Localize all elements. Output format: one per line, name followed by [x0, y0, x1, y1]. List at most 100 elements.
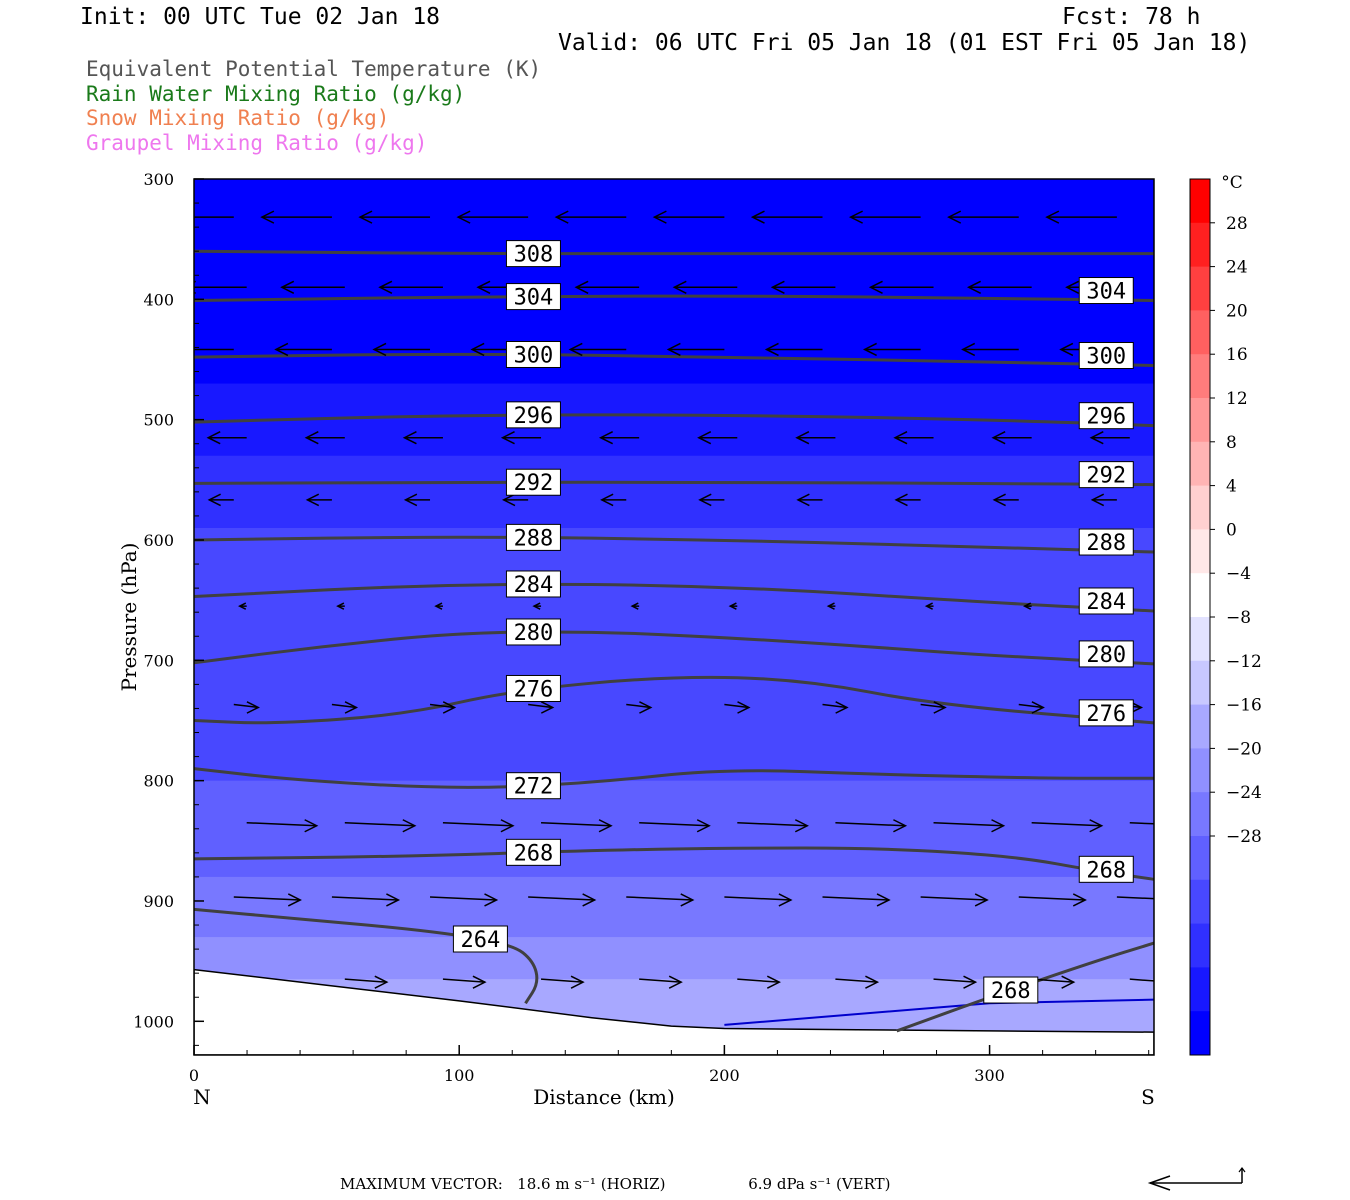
- wind-arrowhead: [992, 493, 1006, 507]
- max-vector-horiz: 18.6 m s⁻¹ (HORIZ): [517, 1175, 666, 1193]
- wind-vector: [528, 893, 597, 907]
- contour-label: 304: [1078, 277, 1134, 305]
- contour-label: 268: [1078, 855, 1134, 883]
- wind-vector: [1129, 821, 1154, 825]
- wind-arrowhead: [386, 893, 401, 907]
- wind-vector: [933, 975, 978, 989]
- wind-vector: [795, 431, 836, 445]
- temperature-band: [194, 660, 1154, 782]
- wind-vector: [698, 493, 725, 507]
- wind-shaft: [822, 703, 848, 709]
- contour-label-box: [1078, 277, 1134, 305]
- wind-arrowhead: [274, 342, 289, 357]
- terrain-polygon: [194, 968, 1154, 1055]
- contour-label: 292: [505, 468, 561, 496]
- wind-arrowhead: [238, 602, 247, 610]
- y-tick-label: 500: [143, 411, 174, 430]
- wind-arrowhead: [876, 893, 891, 907]
- contour-label-box: [1078, 855, 1134, 883]
- wind-vector: [1045, 210, 1117, 224]
- wind-vector: [305, 493, 332, 507]
- wind-shaft: [835, 978, 878, 983]
- contour-label-box: [1078, 528, 1134, 556]
- wind-vector: [429, 701, 457, 714]
- wind-vector: [358, 210, 431, 224]
- wind-arrowhead: [246, 701, 260, 714]
- colorbar-tick-label: 0: [1226, 520, 1237, 540]
- wind-vector: [402, 431, 443, 445]
- wind-arrowhead: [434, 602, 443, 610]
- wind-arrowhead: [974, 893, 989, 907]
- wind-vector: [630, 602, 640, 610]
- wind-arrowhead: [442, 701, 457, 714]
- colorbar-swatch: [1190, 748, 1210, 793]
- wind-shaft: [344, 978, 387, 983]
- wind-arrowhead: [1045, 210, 1060, 224]
- wind-arrowhead: [570, 975, 585, 989]
- wind-arrowhead: [344, 701, 359, 714]
- colorbar-tick-label: 16: [1226, 345, 1248, 365]
- colorbar-swatch: [1190, 354, 1210, 399]
- x-tick-label: 100: [444, 1066, 475, 1085]
- wind-shaft: [639, 821, 710, 827]
- colorbar-tick-label: 4: [1226, 477, 1237, 497]
- wind-arrowhead: [750, 210, 765, 224]
- wind-arrowhead: [991, 819, 1006, 833]
- wind-arrowhead: [652, 210, 667, 224]
- wind-arrowhead: [164, 211, 176, 223]
- wind-shaft: [528, 896, 595, 901]
- wind-arrowhead: [305, 493, 320, 507]
- wind-vector: [403, 493, 431, 507]
- wind-vector: [304, 431, 345, 445]
- colorbar-swatch: [1190, 1011, 1210, 1056]
- wind-shaft: [233, 896, 301, 901]
- wind-vector: [238, 602, 247, 610]
- wind-vector: [194, 348, 234, 351]
- wind-shaft: [639, 978, 682, 983]
- colorbar-swatch: [1190, 266, 1210, 311]
- contour-label-text: 280: [1086, 643, 1126, 668]
- wind-vector: [697, 431, 738, 445]
- wind-shaft: [1129, 821, 1154, 825]
- temperature-band: [194, 937, 1154, 981]
- y-tick-label: 900: [143, 892, 174, 911]
- contour-label-text: 276: [1086, 702, 1126, 727]
- contour-label-box: [505, 570, 561, 598]
- wind-vector: [947, 210, 1019, 224]
- contour-label-text: 304: [514, 286, 554, 311]
- contour-label-text: 300: [1086, 345, 1126, 370]
- wind-arrowhead: [961, 342, 976, 357]
- wind-arrowhead: [966, 280, 981, 294]
- wind-arrowhead: [600, 493, 614, 507]
- temperature-band: [194, 876, 1154, 939]
- contour-label: 284: [1078, 587, 1134, 615]
- wind-arrowhead: [378, 280, 393, 294]
- colorbar-swatch: [1190, 441, 1210, 487]
- contour-label: 300: [1078, 342, 1134, 370]
- contour-label: 288: [505, 523, 561, 551]
- wind-arrowhead: [304, 431, 319, 445]
- wind-arrowhead: [947, 210, 962, 224]
- wind-vector: [750, 210, 823, 224]
- wind-arrowhead: [1089, 431, 1104, 445]
- contour-label-box: [983, 976, 1039, 1004]
- legend-rain-water: Rain Water Mixing Ratio (g/kg): [86, 82, 466, 106]
- wind-vector: [164, 211, 234, 223]
- wind-arrowhead: [336, 602, 345, 610]
- colorbar-swatch: [1190, 485, 1210, 530]
- wind-shaft: [331, 896, 399, 901]
- wind-shaft: [835, 821, 906, 827]
- wind-vector: [728, 602, 738, 610]
- contour-label-box: [505, 523, 561, 551]
- temperature-band: [194, 780, 1154, 878]
- y-tick-label: 600: [143, 531, 174, 550]
- init-time: Init: 00 UTC Tue 02 Jan 18: [80, 4, 441, 30]
- wind-arrowhead: [680, 893, 695, 907]
- wind-shaft: [331, 703, 357, 709]
- wind-arrowhead: [472, 975, 487, 989]
- contour-label-text: 276: [514, 677, 554, 702]
- y-tick-label: 800: [143, 772, 174, 791]
- wind-arrowhead: [778, 893, 793, 907]
- wind-vector: [822, 893, 891, 907]
- wind-vector: [378, 280, 443, 294]
